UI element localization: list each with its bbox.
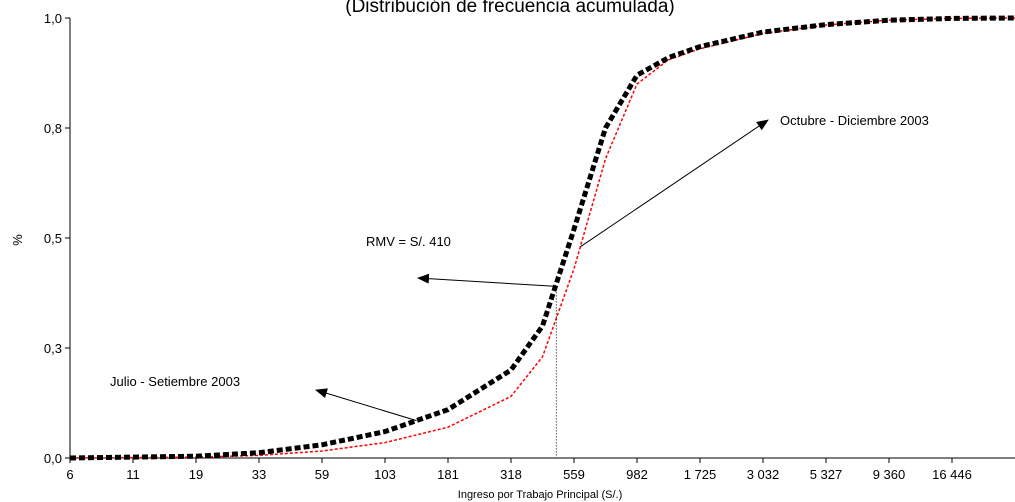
x-tick-label: 318 [500,467,522,482]
x-tick-label: 33 [252,467,266,482]
x-ticks: 6 11 19 33 59 103 181 318 559 982 1 725 3 032 5 327 9… [66,458,972,482]
x-axis-label: Ingreso por Trabajo Principal (S/.) [458,489,622,501]
x-tick-label: 982 [626,467,648,482]
x-tick-label: 181 [437,467,459,482]
rmv-annotation: RMV = S/. 410 [366,234,451,249]
axes [69,18,1015,459]
chart-title: (Distribución de frecuencia acumulada) [345,0,675,17]
x-tick-label: 6 [66,467,73,482]
y-tick-label: 0,3 [44,341,62,356]
y-tick-label: 0,5 [44,231,62,246]
octubre-diciembre-arrow [580,119,769,248]
y-tick-label: 0,0 [44,451,62,466]
octubre-diciembre-annotation: Octubre - Diciembre 2003 [780,113,929,128]
x-tick-label: 59 [315,467,329,482]
y-tick-label: 1,0 [44,11,62,26]
series-line-julio-setiembre [69,15,1015,461]
series-group [69,15,1015,461]
julio-setiembre-annotation: Julio - Setiembre 2003 [110,374,240,389]
annotations: RMV = S/. 410 Julio - Setiembre 2003 Oct… [110,113,929,422]
x-tick-label: 9 360 [873,467,906,482]
y-ticks: 0,0 0,3 0,5 0,8 1,0 [44,11,70,466]
rmv-arrow [417,273,557,287]
series-line-octubre-diciembre [69,17,1015,459]
x-tick-label: 559 [563,467,585,482]
y-axis-label: % [10,234,25,246]
x-tick-label: 19 [189,467,203,482]
x-tick-label: 3 032 [747,467,780,482]
x-tick-label: 103 [374,467,396,482]
julio-setiembre-arrow [315,388,417,422]
x-tick-label: 16 446 [932,467,972,482]
x-tick-label: 11 [126,467,140,482]
x-tick-label: 5 327 [810,467,843,482]
x-tick-label: 1 725 [684,467,717,482]
y-tick-label: 0,8 [44,121,62,136]
